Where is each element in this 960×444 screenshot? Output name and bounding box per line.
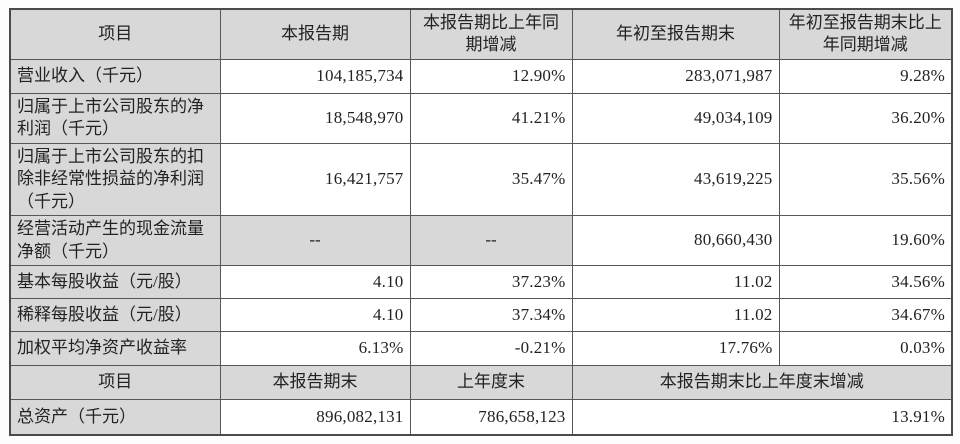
cell-current: --	[219, 215, 411, 266]
row-label: 稀释每股收益（元/股）	[9, 297, 221, 332]
cell-current: 6.13%	[219, 330, 411, 366]
cell-ytd: 11.02	[571, 264, 780, 299]
table-row: 经营活动产生的现金流量净额（千元） -- -- 80,660,430 19.60…	[9, 215, 953, 266]
cell-current-change: --	[409, 215, 573, 266]
row-label: 营业收入（千元）	[9, 58, 221, 94]
cell-current-change: -0.21%	[409, 330, 573, 366]
cell-ytd-change: 19.60%	[778, 215, 953, 266]
cell-ytd: 17.76%	[571, 330, 780, 366]
cell-ytd-change: 36.20%	[778, 92, 953, 144]
cell-current-change: 35.47%	[409, 142, 573, 217]
header-current-period-change: 本报告期比上年同期增减	[409, 8, 573, 60]
header-ytd-change: 年初至报告期末比上年同期增减	[778, 8, 953, 60]
table-header-row: 项目 本报告期 本报告期比上年同期增减 年初至报告期末 年初至报告期末比上年同期…	[9, 8, 953, 60]
header-ytd: 年初至报告期末	[571, 8, 780, 60]
row-label: 加权平均净资产收益率	[9, 330, 221, 366]
cell-ytd-change: 34.56%	[778, 264, 953, 299]
cell-period-end-change: 13.91%	[571, 398, 953, 436]
cell-current: 4.10	[219, 297, 411, 332]
cell-current: 104,185,734	[219, 58, 411, 94]
header2-item: 项目	[9, 364, 221, 400]
header-current-period: 本报告期	[219, 8, 411, 60]
table-header-row-2: 项目 本报告期末 上年度末 本报告期末比上年度末增减	[9, 364, 953, 400]
table-row: 总资产（千元） 896,082,131 786,658,123 13.91%	[9, 398, 953, 436]
row-label: 总资产（千元）	[9, 398, 221, 436]
cell-current: 18,548,970	[219, 92, 411, 144]
cell-ytd-change: 35.56%	[778, 142, 953, 217]
table-row: 稀释每股收益（元/股） 4.10 37.34% 11.02 34.67%	[9, 297, 953, 332]
financial-summary-table: 项目 本报告期 本报告期比上年同期增减 年初至报告期末 年初至报告期末比上年同期…	[9, 8, 953, 437]
row-label: 基本每股收益（元/股）	[9, 264, 221, 299]
cell-ytd-change: 34.67%	[778, 297, 953, 332]
table-row: 基本每股收益（元/股） 4.10 37.23% 11.02 34.56%	[9, 264, 953, 299]
cell-ytd: 11.02	[571, 297, 780, 332]
cell-ytd: 283,071,987	[571, 58, 780, 94]
cell-current: 4.10	[219, 264, 411, 299]
cell-current-change: 37.34%	[409, 297, 573, 332]
table-row: 归属于上市公司股东的扣除非经常性损益的净利润（千元） 16,421,757 35…	[9, 142, 953, 217]
table-row: 加权平均净资产收益率 6.13% -0.21% 17.76% 0.03%	[9, 330, 953, 366]
row-label: 经营活动产生的现金流量净额（千元）	[9, 215, 221, 266]
header2-period-end-change: 本报告期末比上年度末增减	[571, 364, 953, 400]
header2-prev-year-end: 上年度末	[409, 364, 573, 400]
row-label: 归属于上市公司股东的扣除非经常性损益的净利润（千元）	[9, 142, 221, 217]
cell-current-change: 41.21%	[409, 92, 573, 144]
cell-current: 16,421,757	[219, 142, 411, 217]
table-row: 营业收入（千元） 104,185,734 12.90% 283,071,987 …	[9, 58, 953, 94]
cell-current-change: 37.23%	[409, 264, 573, 299]
cell-ytd: 43,619,225	[571, 142, 780, 217]
header2-period-end: 本报告期末	[219, 364, 411, 400]
cell-ytd-change: 0.03%	[778, 330, 953, 366]
header-item: 项目	[9, 8, 221, 60]
cell-ytd-change: 9.28%	[778, 58, 953, 94]
cell-ytd: 80,660,430	[571, 215, 780, 266]
cell-prev-year-end: 786,658,123	[409, 398, 573, 436]
cell-period-end: 896,082,131	[219, 398, 411, 436]
cell-current-change: 12.90%	[409, 58, 573, 94]
row-label: 归属于上市公司股东的净利润（千元）	[9, 92, 221, 144]
table-row: 归属于上市公司股东的净利润（千元） 18,548,970 41.21% 49,0…	[9, 92, 953, 144]
cell-ytd: 49,034,109	[571, 92, 780, 144]
